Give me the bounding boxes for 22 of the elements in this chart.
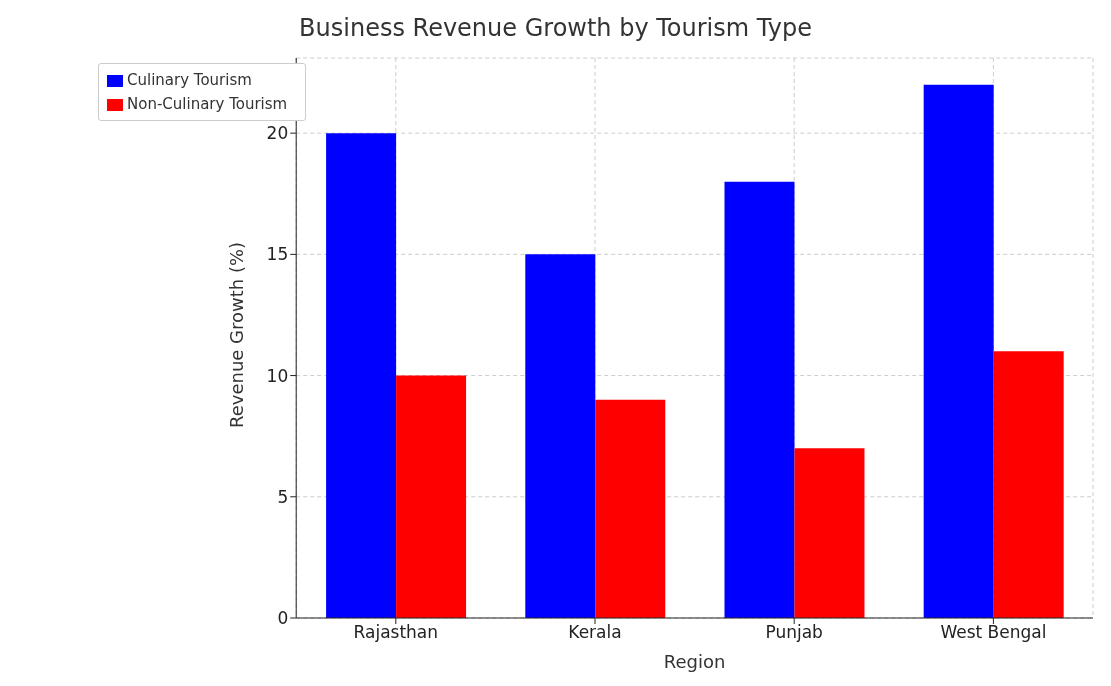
bar — [396, 375, 467, 618]
bar — [794, 448, 865, 618]
bar — [326, 133, 397, 618]
y-tick-label: 15 — [266, 244, 289, 265]
y-tick-label: 5 — [277, 486, 289, 507]
bar — [923, 84, 994, 618]
bar — [525, 254, 596, 618]
x-tick-label: Kerala — [568, 622, 622, 643]
bar — [595, 399, 666, 618]
x-axis-title: Region — [663, 651, 726, 672]
y-axis-title: Revenue Growth (%) — [225, 241, 247, 428]
legend-label: Non-Culinary Tourism — [127, 95, 288, 113]
x-tick-label: West Bengal — [940, 622, 1047, 643]
legend-label: Culinary Tourism — [127, 71, 252, 89]
y-tick-label: 20 — [266, 123, 289, 144]
chart-title: Business Revenue Growth by Tourism Type — [298, 14, 813, 42]
bar — [993, 351, 1064, 618]
x-tick-label: Punjab — [765, 622, 823, 643]
y-tick-label: 10 — [266, 365, 289, 386]
y-tick-label: 0 — [277, 608, 289, 629]
bar — [724, 181, 795, 618]
x-tick-label: Rajasthan — [353, 622, 439, 643]
